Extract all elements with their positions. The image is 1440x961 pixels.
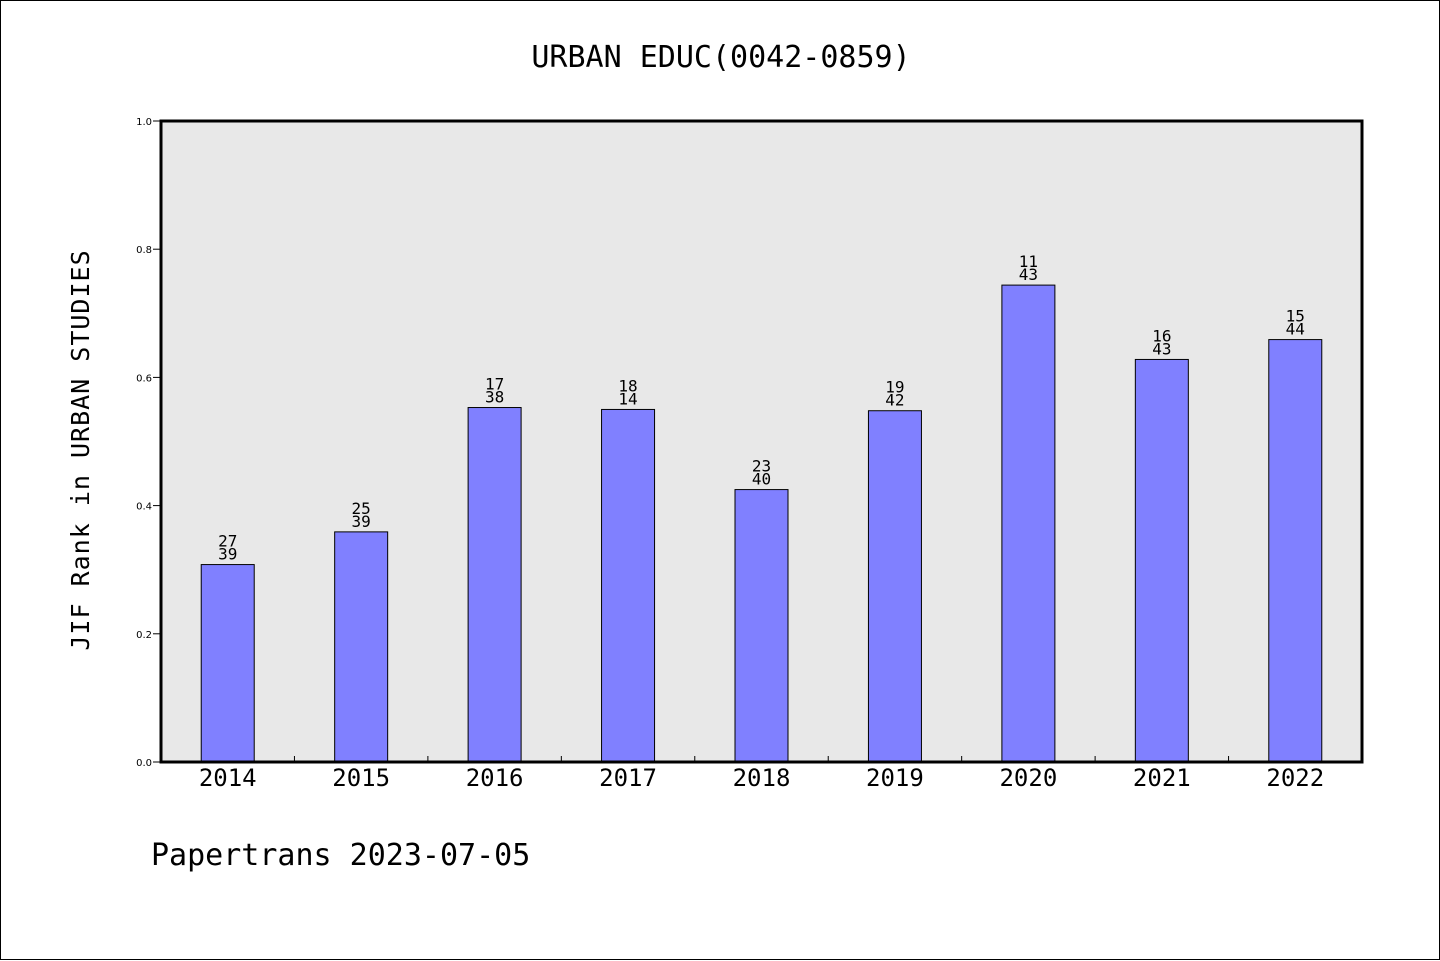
plot-border bbox=[159, 119, 1364, 764]
data-label-total-2015: 39 bbox=[352, 512, 371, 531]
data-label-total-2019: 42 bbox=[885, 391, 904, 410]
ticks-layer: 2014 2015 2016 2017 2018 2019 2020 2021 2022 0.0 0… bbox=[136, 117, 1324, 792]
bar-2022 bbox=[1268, 339, 1323, 763]
data-label-total-2020: 43 bbox=[1019, 265, 1038, 284]
data-label-rank-2021: 16 bbox=[1152, 326, 1171, 345]
data-label-rank-2018: 23 bbox=[752, 457, 771, 476]
x-tick-label-2021: 2021 bbox=[1133, 764, 1191, 792]
x-tick-label-2015: 2015 bbox=[332, 764, 390, 792]
bar-2020 bbox=[1001, 284, 1056, 763]
y-tick-label-3: 0.6 bbox=[136, 373, 152, 384]
data-label-total-2016: 38 bbox=[485, 388, 504, 407]
x-tick-label-2019: 2019 bbox=[866, 764, 924, 792]
data-label-rank-2020: 11 bbox=[1019, 252, 1038, 271]
x-tick-label-2014: 2014 bbox=[199, 764, 257, 792]
x-tick-label-2018: 2018 bbox=[733, 764, 791, 792]
chart-title: URBAN EDUC(0042-0859) bbox=[531, 40, 910, 75]
y-axis-label: JIF Rank in URBAN STUDIES bbox=[66, 249, 95, 650]
data-label-rank-2022: 15 bbox=[1286, 307, 1305, 326]
bar-2016 bbox=[467, 407, 522, 763]
bar-2015 bbox=[334, 531, 389, 763]
x-tick-label-2020: 2020 bbox=[999, 764, 1057, 792]
footer-text: Papertrans 2023-07-05 bbox=[151, 838, 530, 873]
data-label-total-2022: 44 bbox=[1286, 320, 1305, 339]
bar-2018 bbox=[734, 489, 789, 763]
y-tick-label-5: 1.0 bbox=[136, 117, 152, 128]
x-tick-label-2016: 2016 bbox=[466, 764, 524, 792]
y-tick-label-4: 0.8 bbox=[136, 245, 152, 256]
y-tick-label-2: 0.4 bbox=[136, 502, 152, 513]
bar-2019 bbox=[867, 410, 922, 763]
data-label-total-2021: 43 bbox=[1152, 339, 1171, 358]
data-label-rank-2015: 25 bbox=[352, 499, 371, 518]
data-label-total-2017: 14 bbox=[618, 389, 637, 408]
x-tick-label-2017: 2017 bbox=[599, 764, 657, 792]
bar-2021 bbox=[1134, 358, 1189, 763]
data-label-total-2014: 39 bbox=[218, 545, 237, 564]
data-label-rank-2019: 19 bbox=[885, 378, 904, 397]
x-tick-label-2022: 2022 bbox=[1266, 764, 1324, 792]
data-label-rank-2017: 18 bbox=[618, 376, 637, 395]
y-tick-label-0: 0.0 bbox=[136, 758, 152, 769]
data-label-total-2018: 40 bbox=[752, 470, 771, 489]
y-tick-label-1: 0.2 bbox=[136, 630, 152, 641]
bar-2014 bbox=[200, 564, 255, 763]
data-label-rank-2016: 17 bbox=[485, 375, 504, 394]
bar-2017 bbox=[601, 408, 656, 763]
data-label-rank-2014: 27 bbox=[218, 532, 237, 551]
